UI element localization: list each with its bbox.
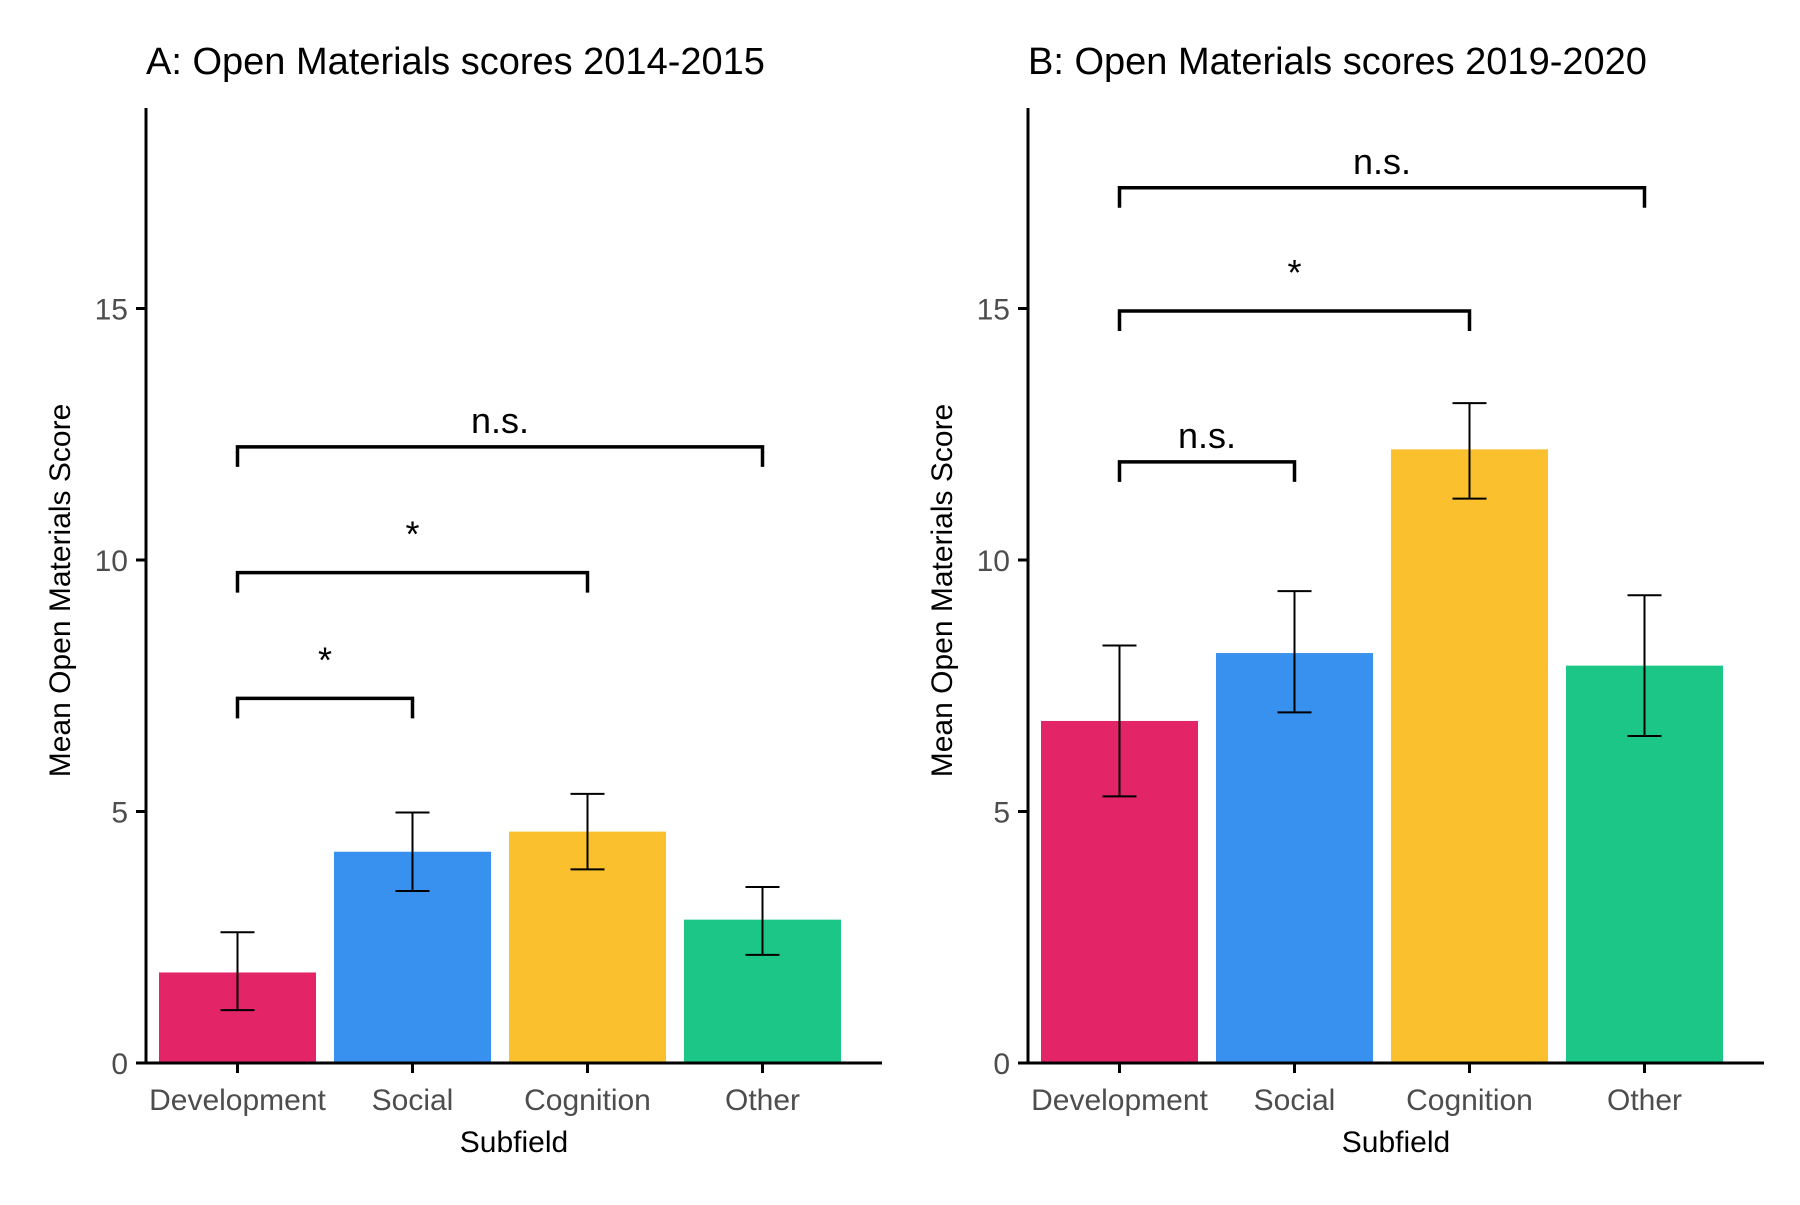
significance-bracket: * [235,639,415,719]
bracket-line [235,445,765,467]
y-tick-label: 5 [993,797,1010,830]
error-bar-cognition [570,792,605,871]
significance-bracket: n.s. [1117,415,1297,482]
error-bar-other [1627,594,1662,738]
bar-social [1216,653,1373,1063]
x-tick-label-cognition: Cognition [524,1084,651,1117]
significance-label: * [318,639,332,680]
x-tick-label-other: Other [725,1084,800,1117]
bracket-line [235,696,415,719]
bracket-line [1117,309,1472,332]
error-bar-development [220,931,255,1012]
panel-a: A: Open Materials scores 2014-2015 0 5 10 15… [44,41,882,1159]
bracket-line [1117,460,1297,482]
significance-label: n.s. [471,400,529,441]
error-bar-social [395,811,430,892]
significance-label: n.s. [1178,415,1236,456]
significance-label: * [405,514,419,555]
x-tick-label-cognition: Cognition [1406,1084,1533,1117]
panel-title: A: Open Materials scores 2014-2015 [146,41,765,83]
x-axis-title: Subfield [460,1126,568,1159]
bar-cognition [1391,449,1548,1064]
significance-bracket: n.s. [1117,141,1647,208]
bracket-line [235,570,590,593]
error-bar-other [745,885,780,956]
significance-bracket: * [1117,252,1472,332]
error-bar-development [1102,644,1137,798]
x-tick-label-development: Development [149,1084,326,1117]
x-tick-label-development: Development [1031,1084,1208,1117]
y-tick-label: 0 [111,1048,128,1081]
x-axis-title: Subfield [1342,1126,1450,1159]
y-tick-label: 10 [95,545,128,578]
significance-bracket: * [235,514,590,593]
x-tick-label-social: Social [372,1084,454,1117]
x-tick-label-other: Other [1607,1084,1682,1117]
significance-label: * [1287,252,1301,293]
y-tick-label: 5 [111,797,128,830]
y-tick-label: 0 [993,1048,1010,1081]
bracket-line [1117,186,1647,208]
y-tick-label: 10 [977,545,1010,578]
significance-label: n.s. [1353,141,1411,182]
error-bar-cognition [1452,402,1487,500]
significance-bracket: n.s. [235,400,765,467]
error-bar-social [1277,590,1312,714]
y-axis-title: Mean Open Materials Score [926,404,959,778]
panel-title: B: Open Materials scores 2019-2020 [1028,41,1647,83]
y-tick-label: 15 [95,294,128,327]
y-axis-title: Mean Open Materials Score [44,404,77,778]
y-tick-label: 15 [977,294,1010,327]
panel-b: B: Open Materials scores 2019-2020 0 5 10 15… [926,41,1764,1159]
x-tick-label-social: Social [1254,1084,1336,1117]
